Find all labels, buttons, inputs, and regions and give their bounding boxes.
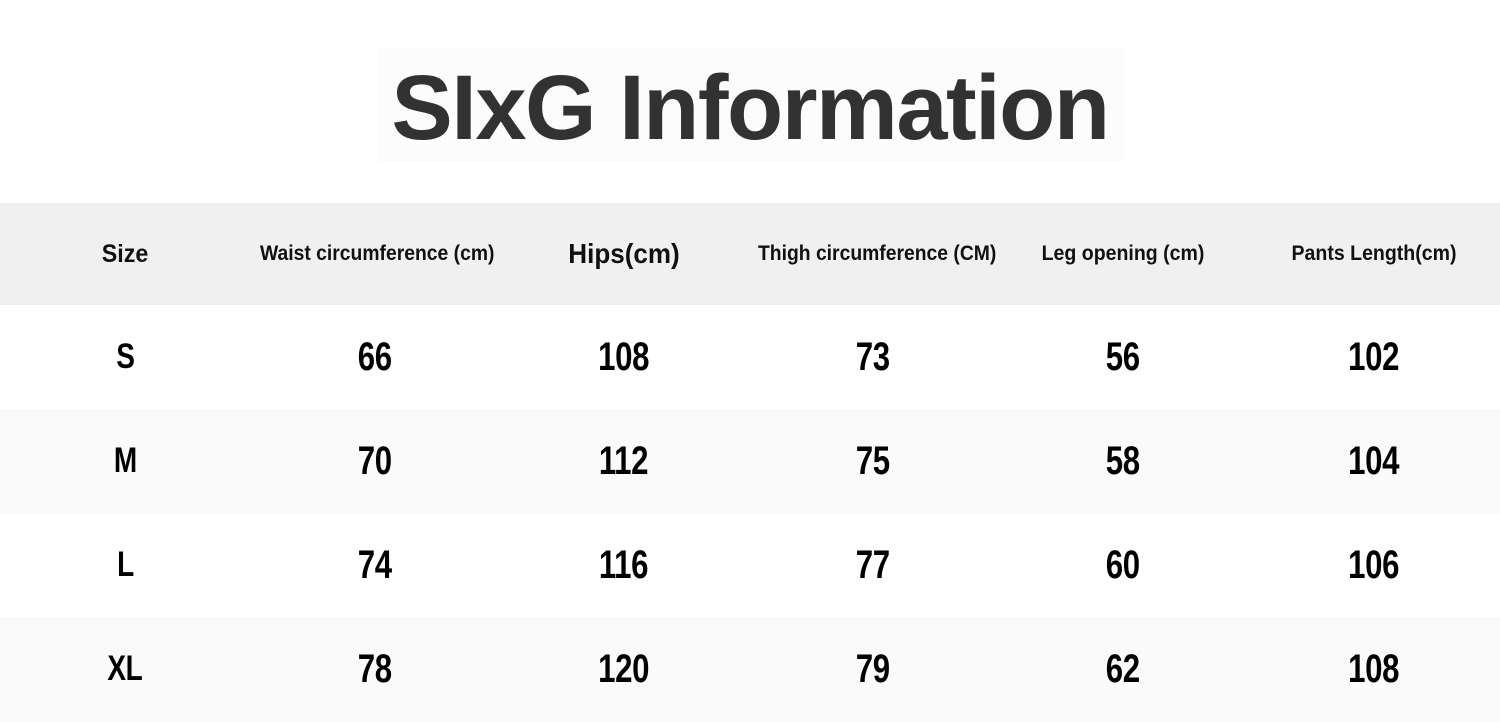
column-header-thigh: Thigh circumference (CM): [758, 242, 997, 265]
cell-pants-length-value: 106: [1348, 542, 1400, 587]
cell-thigh-value: 77: [856, 542, 890, 587]
cell-waist-value: 74: [358, 542, 392, 587]
cell-waist: 78: [250, 617, 500, 721]
cell-waist-value: 66: [358, 334, 392, 379]
cell-pants-length: 106: [1248, 513, 1500, 617]
cell-leg-opening-value: 60: [1106, 542, 1140, 587]
cell-pants-length-value: 108: [1348, 646, 1400, 691]
cell-leg-opening: 62: [998, 617, 1248, 721]
cell-thigh-value: 79: [856, 646, 890, 691]
cell-pants-length-value: 102: [1348, 334, 1400, 379]
cell-hips: 116: [500, 513, 748, 617]
cell-leg-opening-value: 56: [1106, 334, 1140, 379]
cell-size-value: M: [113, 441, 137, 480]
cell-size: XL: [0, 617, 250, 721]
cell-size-value: S: [115, 337, 135, 376]
cell-thigh-value: 75: [856, 438, 890, 483]
column-header-leg-opening: Leg opening (cm): [1041, 242, 1205, 265]
cell-leg-opening-value: 58: [1106, 438, 1140, 483]
cell-hips-value: 116: [599, 542, 649, 587]
cell-size-value: L: [116, 545, 134, 584]
cell-size: S: [0, 305, 250, 409]
cell-thigh: 75: [748, 409, 998, 513]
cell-size-value: XL: [107, 649, 143, 688]
cell-leg-opening: 60: [998, 513, 1248, 617]
column-header-pants-length: Pants Length(cm): [1291, 242, 1457, 265]
column-header-waist: Waist circumference (cm): [260, 242, 495, 265]
cell-size: M: [0, 409, 250, 513]
cell-size: L: [0, 513, 250, 617]
column-header-hips: Hips(cm): [568, 238, 680, 269]
cell-pants-length-value: 104: [1348, 438, 1400, 483]
cell-pants-length: 108: [1248, 617, 1500, 721]
cell-leg-opening: 58: [998, 409, 1248, 513]
cell-thigh: 73: [748, 305, 998, 409]
cell-leg-opening-value: 62: [1106, 646, 1140, 691]
cell-thigh: 79: [748, 617, 998, 721]
cell-pants-length: 104: [1248, 409, 1500, 513]
cell-waist-value: 70: [358, 438, 392, 483]
column-header-size: Size: [101, 239, 149, 268]
title-area: SIxG Information: [0, 0, 1500, 203]
cell-thigh: 77: [748, 513, 998, 617]
cell-hips: 120: [500, 617, 748, 721]
cell-hips-value: 112: [599, 438, 649, 483]
table-row: S 66 108 73 56 102: [0, 305, 1500, 409]
table-header: Size Waist circumference (cm) Hips(cm) T…: [0, 203, 1500, 305]
cell-waist: 66: [250, 305, 500, 409]
cell-hips: 112: [500, 409, 748, 513]
table-row: XL 78 120 79 62 108: [0, 617, 1500, 721]
table-header-row: Size Waist circumference (cm) Hips(cm) T…: [0, 203, 1500, 305]
cell-hips: 108: [500, 305, 748, 409]
cell-leg-opening: 56: [998, 305, 1248, 409]
cell-thigh-value: 73: [856, 334, 890, 379]
cell-waist: 74: [250, 513, 500, 617]
table-row: M 70 112 75 58 104: [0, 409, 1500, 513]
cell-waist: 70: [250, 409, 500, 513]
size-information-table: Size Waist circumference (cm) Hips(cm) T…: [0, 203, 1500, 721]
cell-hips-value: 108: [598, 334, 650, 379]
table-row: L 74 116 77 60 106: [0, 513, 1500, 617]
cell-waist-value: 78: [358, 646, 392, 691]
page-title: SIxG Information: [391, 57, 1110, 159]
table-body: S 66 108 73 56 102 M 70 112 75 58 104 L …: [0, 305, 1500, 721]
cell-pants-length: 102: [1248, 305, 1500, 409]
title-watermark: [378, 48, 1124, 162]
cell-hips-value: 120: [598, 646, 650, 691]
